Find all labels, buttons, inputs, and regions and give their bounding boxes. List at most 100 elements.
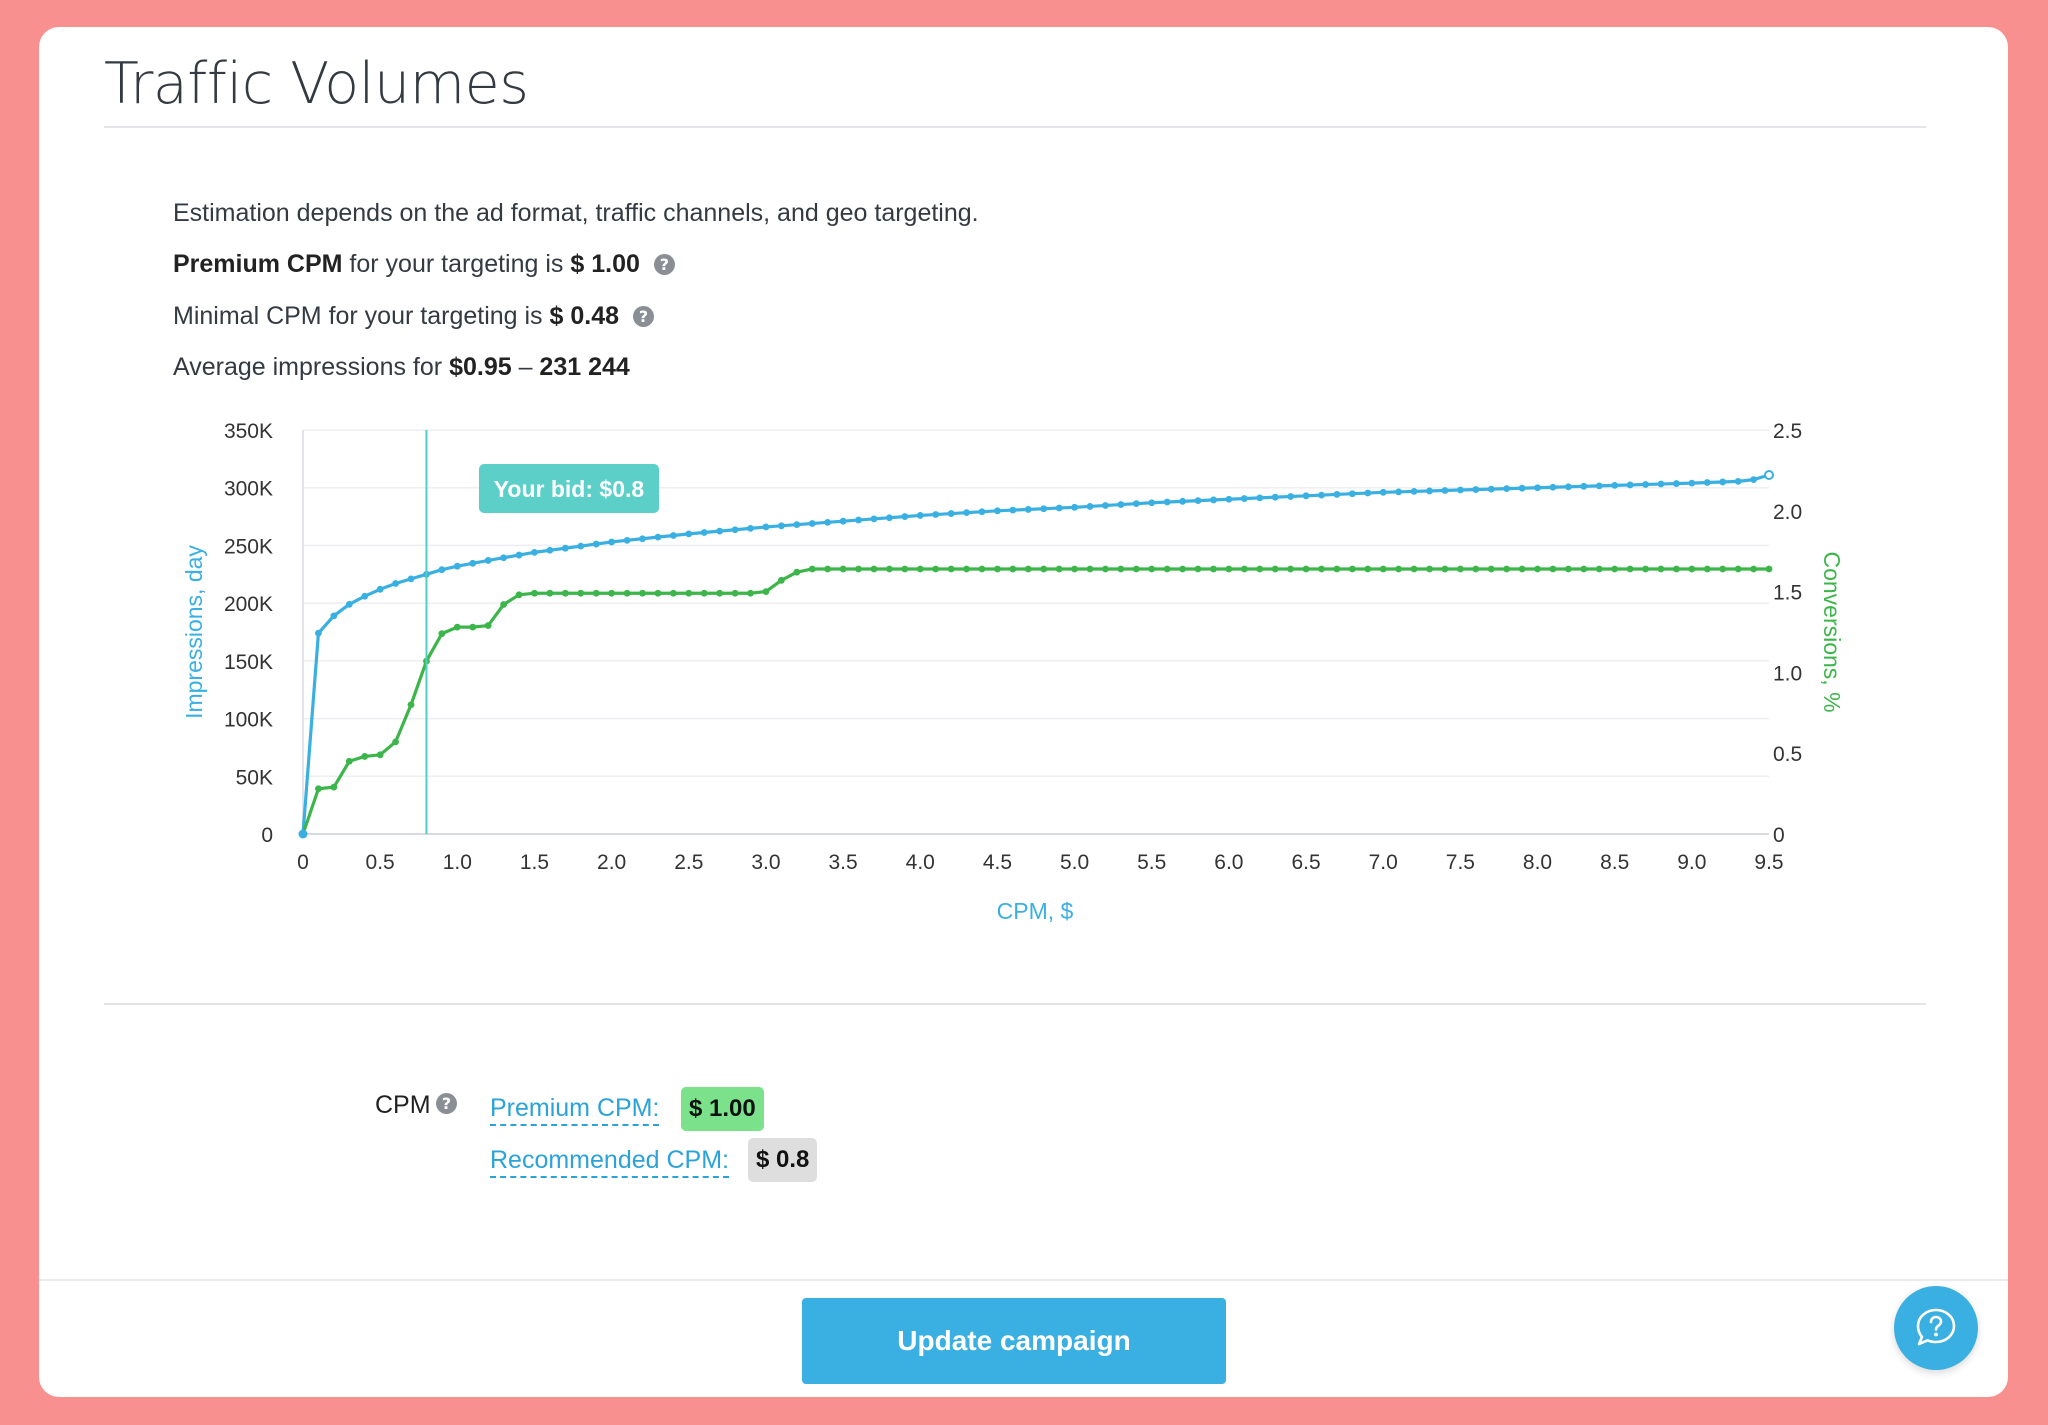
conversions-point	[1024, 565, 1032, 573]
conversions-point	[700, 589, 708, 597]
conversions-point	[1271, 565, 1279, 573]
impressions-point	[315, 629, 322, 637]
impressions-point	[747, 524, 754, 532]
conversions-point	[1302, 565, 1310, 573]
impressions-point	[330, 612, 338, 620]
impressions-point	[1086, 503, 1094, 510]
conversions-point	[685, 589, 693, 597]
recommended-cpm-badge[interactable]: $ 0.8	[748, 1138, 818, 1182]
cpm-help-icon[interactable]: ?	[436, 1093, 457, 1114]
impressions-point	[1333, 491, 1341, 498]
impressions-point	[1734, 477, 1742, 485]
conversions-point	[531, 589, 538, 597]
impressions-point	[376, 585, 384, 593]
conversions-point	[824, 565, 832, 573]
conversions-point	[453, 623, 461, 631]
conversions-point	[592, 589, 600, 597]
conversions-point	[1642, 565, 1649, 573]
update-campaign-button[interactable]: Update campaign	[802, 1298, 1226, 1384]
impressions-point	[1287, 493, 1295, 500]
conversions-point	[1055, 565, 1063, 573]
conversions-point	[1549, 565, 1557, 573]
conversions-point	[1086, 565, 1094, 573]
estimation-note: Estimation depends on the ad format, tra…	[173, 199, 979, 227]
impressions-point	[1256, 494, 1264, 502]
impressions-point	[1132, 500, 1140, 508]
conversions-point	[546, 589, 554, 597]
conversions-point	[808, 565, 816, 573]
premium-help-icon[interactable]: ?	[653, 254, 675, 275]
conversions-point	[1071, 565, 1078, 573]
section-divider	[104, 1003, 1926, 1005]
impressions-point	[1240, 495, 1248, 502]
average-impressions-info: Average impressions for $0.95 – 231 244	[173, 353, 630, 382]
conversions-point	[793, 568, 801, 576]
conversions-point	[1163, 565, 1171, 573]
conversions-point	[1009, 565, 1017, 573]
impressions-point	[1163, 498, 1171, 506]
y-left-tick-label: 350K	[224, 420, 273, 443]
impressions-point	[515, 551, 523, 559]
conversions-point	[1040, 565, 1048, 573]
premium-cpm-badge[interactable]: $ 1.00	[681, 1087, 764, 1131]
average-impressions-text: Average impressions for	[173, 353, 450, 381]
conversions-point	[561, 589, 569, 597]
impressions-point	[592, 540, 600, 548]
impressions-point	[453, 562, 461, 570]
conversions-point	[886, 565, 893, 573]
conversions-point	[500, 601, 508, 608]
impressions-point	[1040, 505, 1048, 513]
impressions-point	[1009, 506, 1017, 514]
conversions-point	[1179, 565, 1186, 573]
impressions-point	[1580, 482, 1588, 490]
premium-cpm-value: $ 1.00	[570, 250, 640, 278]
conversions-point	[438, 630, 446, 638]
conversions-point	[1750, 565, 1757, 573]
origin-point	[298, 829, 308, 839]
conversions-point	[1580, 565, 1588, 573]
help-chat-button[interactable]	[1894, 1286, 1978, 1370]
impressions-point	[1611, 482, 1619, 489]
conversions-point	[731, 589, 739, 597]
conversions-point	[330, 783, 338, 791]
impressions-point	[654, 533, 662, 541]
impressions-point	[669, 532, 677, 539]
conversions-point	[1410, 565, 1418, 573]
conversions-point	[1703, 565, 1711, 573]
conversions-point	[1333, 565, 1341, 573]
x-tick-label: 2.0	[597, 851, 626, 874]
premium-cpm-info: Premium CPM for your targeting is $ 1.00…	[173, 250, 675, 279]
conversions-point	[1765, 565, 1773, 573]
impressions-point	[577, 542, 585, 550]
x-tick-label: 8.0	[1523, 851, 1552, 874]
bid-marker-badge	[479, 464, 659, 513]
impressions-point	[1426, 487, 1433, 495]
average-impressions-sep: –	[511, 353, 540, 381]
impressions-point	[870, 515, 878, 523]
conversions-point	[654, 589, 662, 597]
impressions-point	[700, 529, 708, 536]
conversions-point	[392, 738, 399, 746]
impressions-point	[932, 511, 940, 518]
impressions-point	[608, 538, 616, 546]
x-tick-label: 4.5	[983, 851, 1012, 874]
impressions-end-point	[1764, 470, 1774, 481]
impressions-point	[731, 526, 739, 534]
conversions-point	[978, 565, 986, 573]
conversions-point	[484, 622, 492, 629]
minimal-help-icon[interactable]: ?	[633, 306, 655, 327]
impressions-point	[1487, 485, 1495, 493]
conversions-point	[1564, 565, 1572, 573]
y-right-axis-title: Conversions, %	[1819, 551, 1845, 712]
campaign-card: Traffic Volumes Estimation depends on th…	[39, 27, 2008, 1397]
impressions-point	[901, 513, 909, 520]
recommended-cpm-link[interactable]: Recommended CPM:	[490, 1146, 729, 1178]
question-chat-icon	[1916, 1308, 1956, 1346]
premium-cpm-link[interactable]: Premium CPM:	[490, 1094, 660, 1126]
impressions-point	[438, 566, 446, 574]
conversions-point	[1379, 565, 1387, 573]
y-right-tick-label: 1.5	[1773, 582, 1802, 605]
conversions-point	[1657, 565, 1665, 573]
conversions-point	[963, 565, 970, 573]
y-right-tick-label: 2.0	[1773, 501, 1802, 524]
